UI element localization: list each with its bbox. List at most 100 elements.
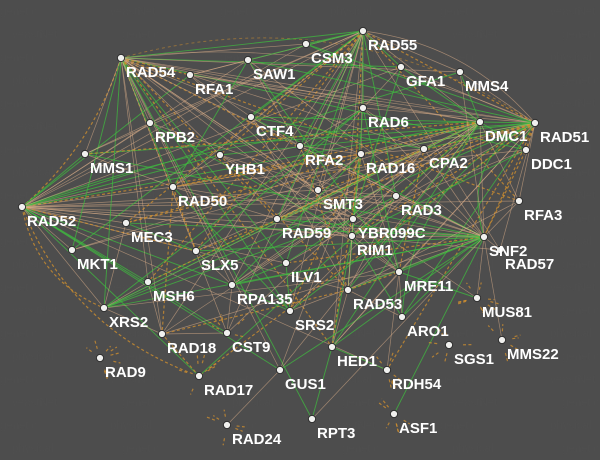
svg-text:physical: physical	[550, 236, 592, 248]
svg-text:genetic: genetic	[562, 351, 599, 363]
svg-text:RPA135: RPA135	[237, 291, 293, 308]
svg-text:ASF1: ASF1	[399, 420, 437, 437]
svg-text:RAD50: RAD50	[178, 193, 227, 210]
svg-text:CPA2: CPA2	[429, 155, 468, 172]
svg-text:SGS1: SGS1	[454, 351, 494, 368]
svg-text:genetic: genetic	[562, 75, 599, 87]
svg-text:RAD9: RAD9	[105, 364, 146, 381]
svg-text:RAD55: RAD55	[368, 37, 417, 54]
svg-text:genetic: genetic	[0, 420, 37, 432]
svg-text:genetic: genetic	[562, 259, 599, 271]
svg-text:RAD6: RAD6	[368, 114, 409, 131]
svg-text:RAD52: RAD52	[27, 213, 76, 230]
svg-text:genetic: genetic	[122, 397, 159, 409]
svg-text:DMC1: DMC1	[485, 128, 528, 145]
svg-text:MMS4: MMS4	[465, 78, 509, 95]
svg-text:physical: physical	[12, 167, 54, 179]
svg-text:genetic: genetic	[0, 6, 37, 18]
svg-text:RPB2: RPB2	[155, 129, 195, 146]
svg-text:yeastNet: yeastNet	[12, 305, 58, 317]
svg-text:yeastNet: yeastNet	[550, 190, 596, 202]
svg-text:RAD16: RAD16	[366, 160, 415, 177]
svg-text:MRE11: MRE11	[404, 278, 453, 295]
svg-text:genetic: genetic	[562, 397, 599, 409]
svg-text:RAD53: RAD53	[353, 296, 402, 313]
svg-text:yeastNet: yeastNet	[12, 397, 58, 409]
svg-text:SAW1: SAW1	[253, 66, 296, 83]
svg-text:physical: physical	[12, 443, 54, 455]
svg-text:RPT3: RPT3	[317, 425, 355, 442]
svg-text:SRS2: SRS2	[295, 317, 334, 334]
svg-text:RIM1: RIM1	[357, 242, 393, 259]
svg-text:physical: physical	[12, 75, 54, 87]
svg-text:RFA1: RFA1	[195, 81, 233, 98]
svg-text:RFA3: RFA3	[524, 207, 562, 224]
svg-text:yeastNet: yeastNet	[550, 374, 596, 386]
svg-text:MSH6: MSH6	[153, 288, 195, 305]
svg-text:GUS1: GUS1	[285, 376, 326, 393]
svg-text:genetic: genetic	[0, 236, 37, 248]
svg-text:HED1: HED1	[337, 353, 377, 370]
svg-text:genetic: genetic	[440, 374, 477, 386]
svg-text:XRS2: XRS2	[109, 314, 148, 331]
svg-text:yeastNet: yeastNet	[12, 29, 58, 41]
svg-text:SMT3: SMT3	[323, 196, 363, 213]
svg-text:genetic: genetic	[122, 351, 159, 363]
svg-text:CSM3: CSM3	[311, 50, 353, 67]
svg-text:physical: physical	[550, 420, 592, 432]
svg-text:MKT1: MKT1	[77, 256, 118, 273]
svg-text:genetic: genetic	[440, 98, 477, 110]
svg-text:genetic: genetic	[562, 305, 599, 317]
svg-text:physical: physical	[232, 29, 274, 41]
svg-text:physical: physical	[12, 259, 54, 271]
svg-text:genetic: genetic	[0, 374, 37, 386]
svg-text:genetic: genetic	[220, 6, 257, 18]
svg-text:CTF4: CTF4	[256, 123, 294, 140]
svg-text:RFA2: RFA2	[305, 152, 343, 169]
svg-text:RAD59: RAD59	[282, 225, 331, 242]
svg-text:genetic: genetic	[562, 443, 599, 455]
svg-text:yeastNet: yeastNet	[12, 121, 58, 133]
svg-text:physical: physical	[12, 351, 54, 363]
svg-text:genetic: genetic	[0, 52, 37, 64]
svg-text:physical: physical	[550, 328, 592, 340]
svg-text:MUS81: MUS81	[482, 304, 532, 321]
svg-text:genetic: genetic	[0, 98, 37, 110]
svg-text:genetic: genetic	[440, 420, 477, 432]
svg-text:RAD54: RAD54	[126, 64, 176, 81]
svg-text:CST9: CST9	[232, 339, 270, 356]
svg-text:RAD3: RAD3	[401, 202, 442, 219]
svg-text:genetic: genetic	[342, 397, 379, 409]
svg-text:GFA1: GFA1	[406, 73, 445, 90]
svg-text:genetic: genetic	[0, 328, 37, 340]
svg-text:genetic: genetic	[342, 443, 379, 455]
svg-text:DDC1: DDC1	[531, 156, 572, 173]
svg-text:yeastNet: yeastNet	[452, 213, 498, 225]
svg-text:physical: physical	[452, 259, 494, 271]
svg-text:genetic: genetic	[562, 213, 599, 225]
svg-text:yeastNet: yeastNet	[110, 6, 156, 18]
svg-text:genetic: genetic	[0, 144, 37, 156]
svg-text:RAD17: RAD17	[204, 382, 253, 399]
svg-text:genetic: genetic	[122, 29, 159, 41]
svg-text:ILV1: ILV1	[291, 269, 322, 286]
svg-text:ARO1: ARO1	[407, 323, 449, 340]
svg-text:RAD57: RAD57	[505, 256, 554, 273]
svg-text:RAD24: RAD24	[232, 431, 282, 448]
svg-text:physical: physical	[110, 420, 152, 432]
svg-text:yeastNet: yeastNet	[550, 282, 596, 294]
svg-text:genetic: genetic	[0, 282, 37, 294]
svg-text:YHB1: YHB1	[225, 161, 265, 178]
svg-text:RAD51: RAD51	[540, 129, 589, 146]
svg-text:RAD18: RAD18	[167, 340, 216, 357]
svg-text:SLX5: SLX5	[201, 257, 239, 274]
svg-text:yeastNet: yeastNet	[452, 397, 498, 409]
svg-text:yeastNet: yeastNet	[452, 29, 498, 41]
svg-text:genetic: genetic	[122, 443, 159, 455]
svg-text:physical: physical	[452, 443, 494, 455]
svg-text:physical: physical	[330, 6, 372, 18]
svg-text:physical: physical	[330, 374, 372, 386]
svg-text:RDH54: RDH54	[392, 376, 442, 393]
svg-text:MMS1: MMS1	[90, 160, 133, 177]
svg-text:MEC3: MEC3	[131, 229, 173, 246]
